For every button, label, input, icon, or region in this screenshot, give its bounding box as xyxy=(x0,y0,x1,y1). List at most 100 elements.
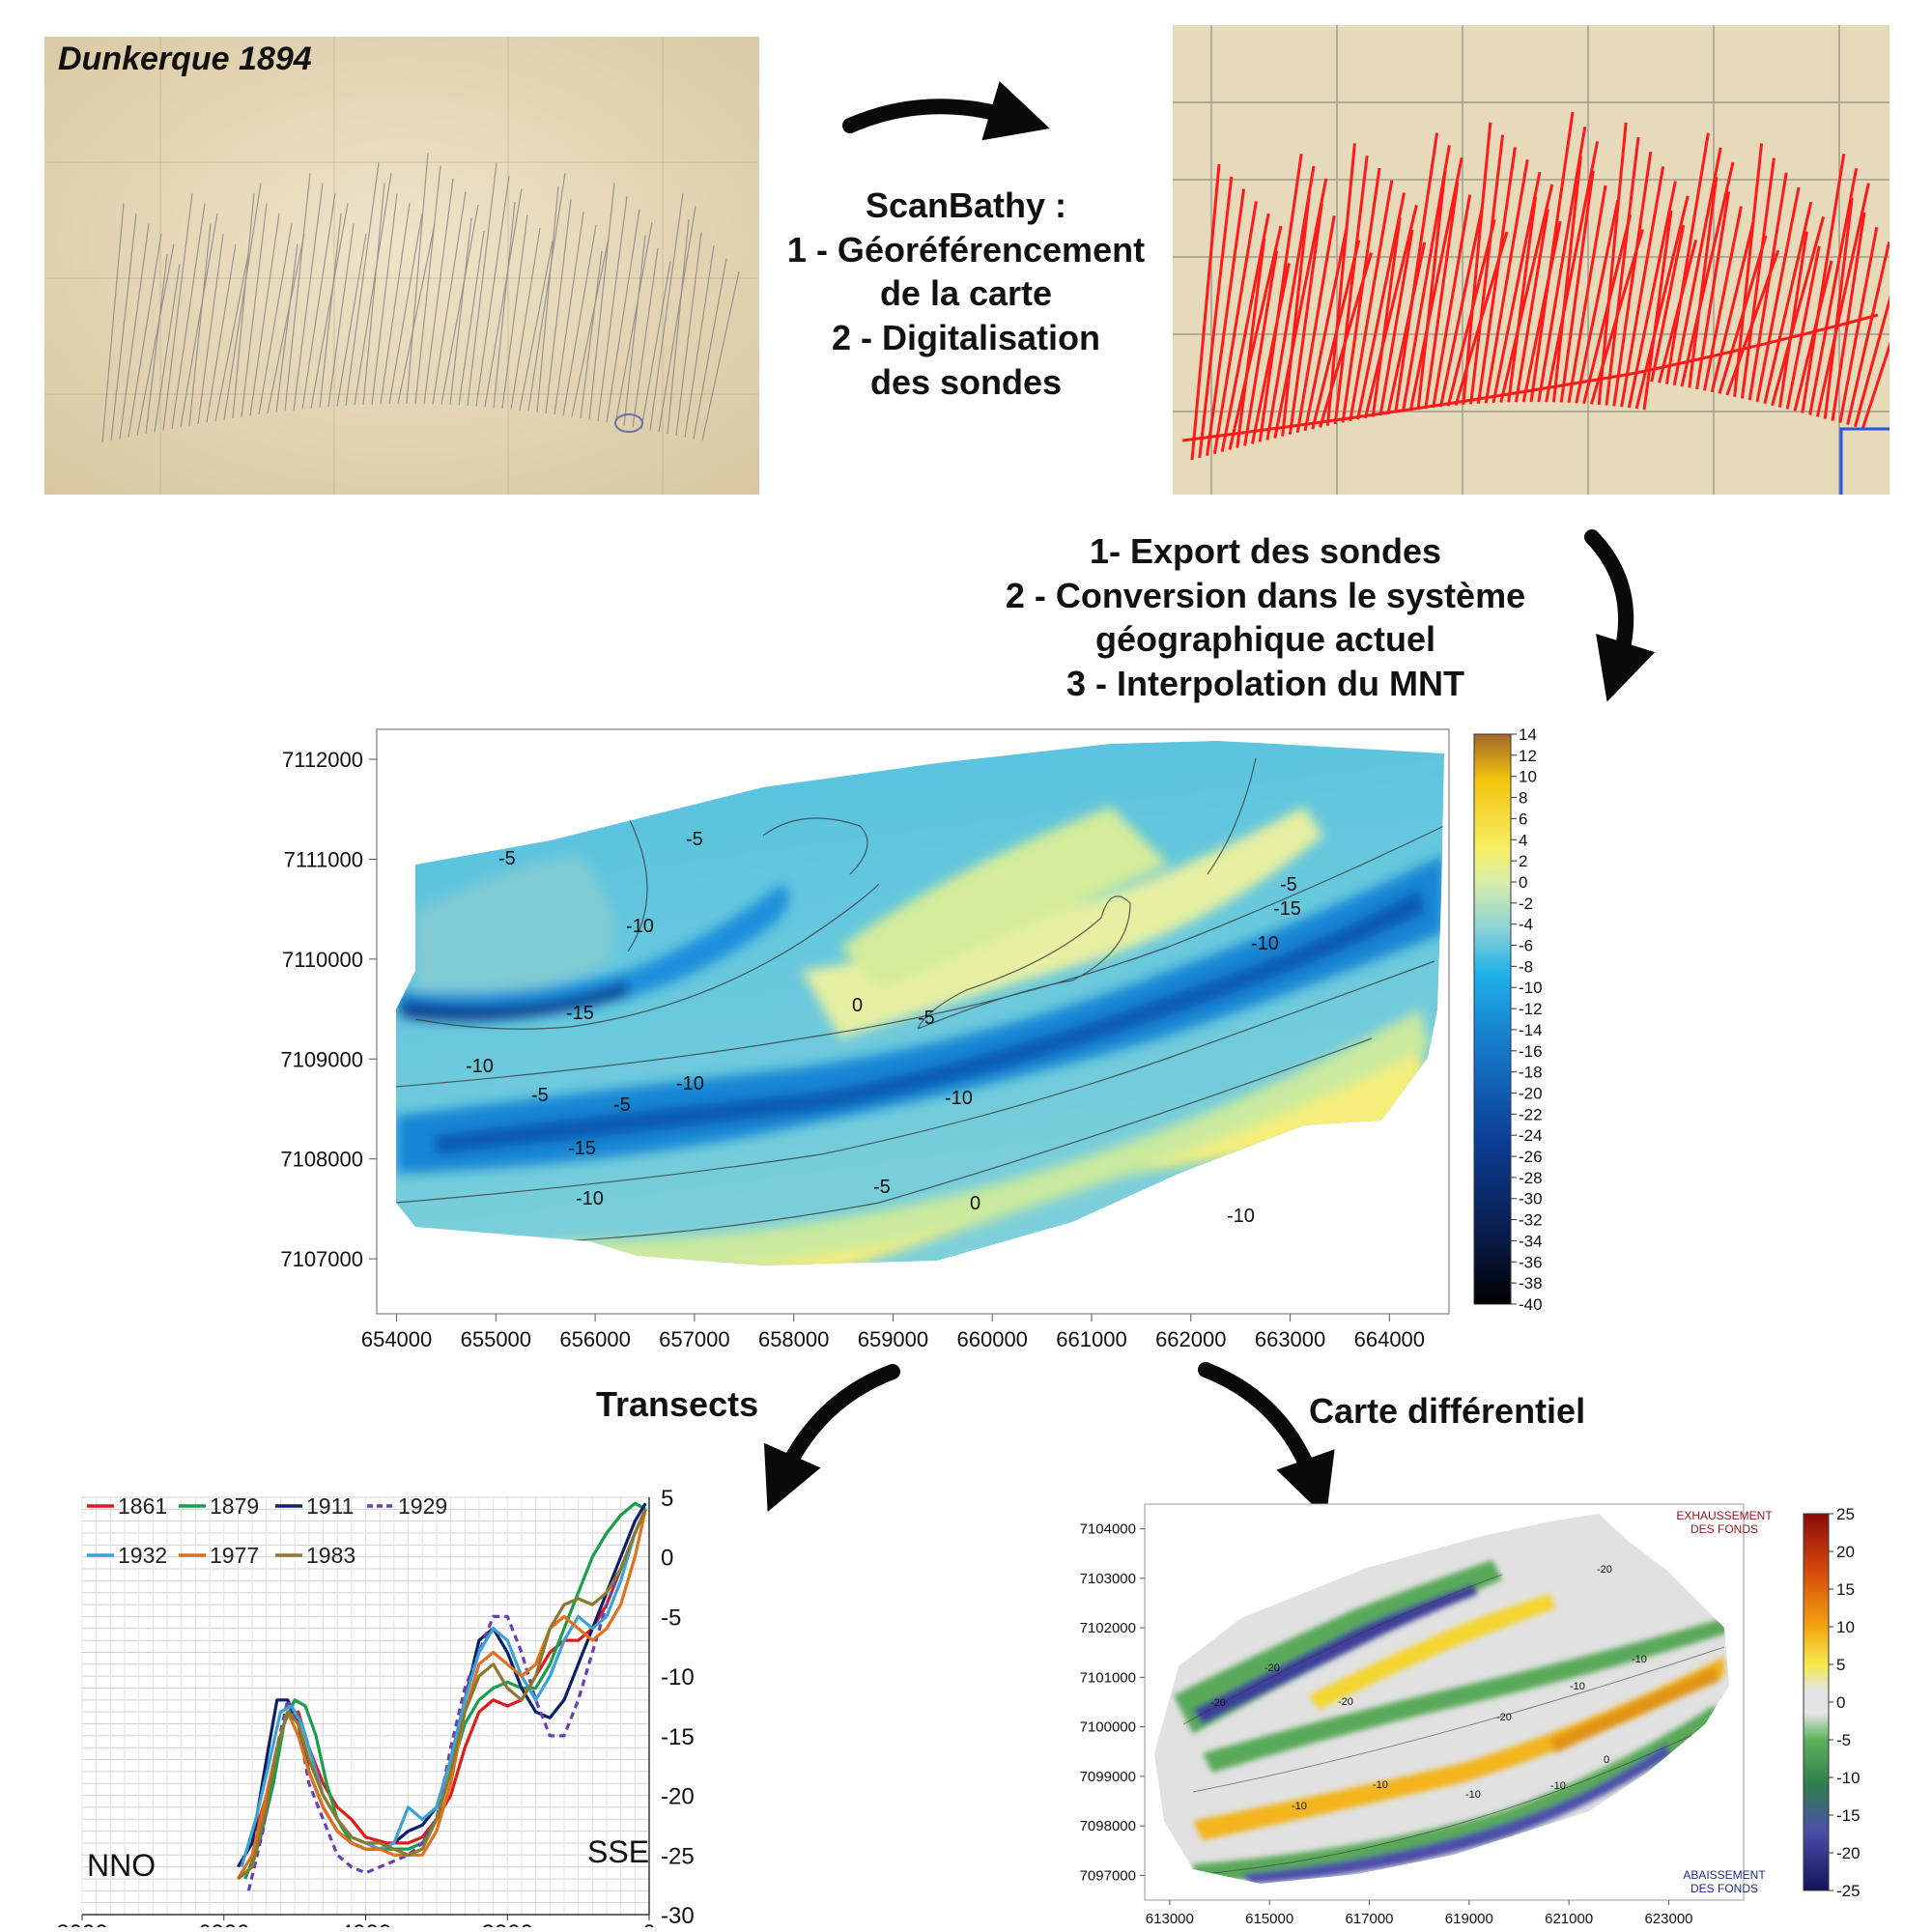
step1-line-3: 2 - Digitalisation xyxy=(831,318,1101,358)
arrow-dtm-to-transects xyxy=(763,1364,900,1513)
dtm-contour-label: -5 xyxy=(531,1085,549,1106)
faint-sounding-line xyxy=(188,223,212,426)
faint-sounding-line xyxy=(284,172,311,412)
dtm-colorbar-label: -12 xyxy=(1519,1000,1543,1018)
faint-sounding-line xyxy=(554,212,584,415)
diff-colorbar-label: 20 xyxy=(1836,1543,1855,1561)
digitized-sounding-line xyxy=(1303,227,1349,432)
legend-label: 1932 xyxy=(118,1543,167,1568)
diff-colorbar-label: 0 xyxy=(1836,1693,1845,1712)
arrow-digitized-to-dtm xyxy=(1584,529,1656,702)
legend-label: 1983 xyxy=(306,1543,355,1568)
digitized-sounding-line xyxy=(1469,134,1505,405)
digitized-sounding-line xyxy=(1551,156,1582,403)
faint-sounding-line xyxy=(701,270,740,441)
dtm-colorbar-label: -40 xyxy=(1519,1295,1543,1314)
diff-contour-label: -10 xyxy=(1550,1780,1566,1792)
digitized-sounding-line xyxy=(1492,171,1542,404)
digitized-sounding-line xyxy=(1612,151,1653,407)
diff-contour-label: 0 xyxy=(1604,1754,1609,1766)
digitized-sounding-line xyxy=(1295,214,1336,434)
transect-series-1977 xyxy=(237,1508,647,1880)
digitized-sounding-line xyxy=(1605,136,1640,406)
dtm-contour-label: -15 xyxy=(568,1138,596,1159)
scanned-map-1894: Dunkerque 1894 xyxy=(44,37,759,495)
faint-sounding-line xyxy=(484,188,523,408)
digitized-sounding-line xyxy=(1846,242,1889,426)
digitized-sounding-line xyxy=(1793,260,1833,412)
faint-sounding-line xyxy=(327,223,355,408)
dtm-colorbar-label: -6 xyxy=(1519,937,1533,955)
digitized-sounding-line xyxy=(1634,195,1690,410)
diff-y-tick-label: 7101000 xyxy=(1080,1669,1136,1686)
dtm-colorbar-label: 10 xyxy=(1519,768,1537,786)
dtm-colorbar-label: 6 xyxy=(1519,810,1527,828)
digitized-sounding-line xyxy=(1831,212,1866,421)
digitized-sounding-line xyxy=(1273,178,1328,439)
diff-colorbar-label: -10 xyxy=(1836,1769,1861,1787)
dtm-colorbar-label: 2 xyxy=(1519,852,1527,870)
sse-label: SSE xyxy=(587,1834,649,1869)
dtm-x-tick-label: 659000 xyxy=(858,1327,928,1351)
transect-series-1879 xyxy=(243,1501,647,1880)
diff-x-tick-label: 621000 xyxy=(1545,1911,1593,1927)
faint-sounding-line xyxy=(414,165,441,405)
digitized-sounding-line xyxy=(1650,224,1686,383)
digitized-sounding-line xyxy=(1763,201,1813,405)
dtm-contour-label: -5 xyxy=(918,1008,935,1029)
digitized-sounding-line xyxy=(1206,188,1246,457)
digitized-sounding-line xyxy=(1755,186,1801,403)
faint-sounding-line xyxy=(171,203,206,430)
faint-sounding-line xyxy=(467,162,497,407)
digitized-sounding-line xyxy=(1801,153,1846,413)
transect-series-1929 xyxy=(246,1508,647,1891)
dtm-colorbar-label: 0 xyxy=(1519,873,1527,892)
faint-sounding-line xyxy=(362,183,385,406)
dtm-contour-label: 0 xyxy=(970,1193,980,1214)
diff-contour-label: -10 xyxy=(1632,1654,1647,1665)
map-title: Dunkerque 1894 xyxy=(58,41,312,77)
dtm-x-tick-label: 662000 xyxy=(1155,1327,1226,1351)
faint-sounding-line xyxy=(354,172,392,406)
digitized-sounding-line xyxy=(1462,122,1492,406)
dtm-contour-label: -10 xyxy=(626,916,654,937)
step2-line-4: 3 - Interpolation du MNT xyxy=(1066,664,1464,704)
dtm-x-tick-label: 655000 xyxy=(461,1327,531,1351)
diff-y-tick-label: 7100000 xyxy=(1080,1719,1136,1736)
transect-y-tick-label: -5 xyxy=(661,1605,681,1631)
step1-title: ScanBathy : xyxy=(865,185,1067,225)
diff-colorbar-label: -15 xyxy=(1836,1806,1861,1825)
faint-sounding-line xyxy=(110,213,137,441)
digitized-sounding-line xyxy=(1575,199,1620,404)
digitized-sounding-line xyxy=(1664,132,1710,384)
digitized-sounding-line xyxy=(1181,313,1879,442)
arrow-dtm-to-differential xyxy=(1198,1362,1335,1519)
faint-sounding-line xyxy=(406,152,429,405)
digitized-sounding-line xyxy=(1325,143,1356,426)
selection-box xyxy=(1839,427,1889,495)
dtm-x-tick-label: 661000 xyxy=(1056,1327,1126,1351)
digitized-sounding-line xyxy=(1424,182,1460,410)
diff-colorbar-label: 10 xyxy=(1836,1618,1855,1636)
digitized-sounding-line xyxy=(1777,231,1808,408)
diff-x-tick-label: 617000 xyxy=(1345,1911,1393,1927)
digitized-sounding-line xyxy=(1672,147,1722,386)
diff-colorbar-label: 25 xyxy=(1836,1505,1855,1523)
dtm-colorbar-label: -2 xyxy=(1519,895,1533,913)
transect-y-tick-label: 0 xyxy=(661,1546,673,1572)
dtm-colorbar xyxy=(1473,733,1512,1305)
digitized-sounding-line xyxy=(1702,206,1743,391)
transect-series-1932 xyxy=(240,1508,647,1868)
digitized-sounding-line xyxy=(1740,157,1776,399)
faint-sounding-line xyxy=(101,203,125,443)
faint-sounding-line xyxy=(640,261,671,430)
digitized-sounding-line xyxy=(1408,156,1463,412)
digitized-sounding-line xyxy=(1627,181,1677,409)
diff-x-tick-label: 613000 xyxy=(1146,1911,1194,1927)
digitized-sounding-line xyxy=(1476,147,1517,404)
faint-sounding-line xyxy=(249,213,280,416)
faint-sounding-line xyxy=(197,233,224,425)
dtm-x-tick-label: 660000 xyxy=(957,1327,1028,1351)
step1-line-4: des sondes xyxy=(869,361,1063,402)
